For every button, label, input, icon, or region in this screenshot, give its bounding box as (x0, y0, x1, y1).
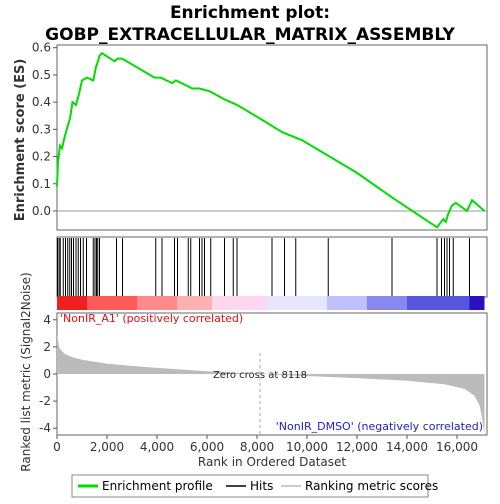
legend-label: Ranking metric scores (305, 479, 438, 493)
es-tick-label: 0.0 (32, 204, 51, 218)
chart-subtitle: GOBP_EXTRACELLULAR_MATRIX_ASSEMBLY (45, 25, 455, 45)
es-panel-ticks: 0.0 0.1 0.2 0.3 0.4 0.5 0.6 (32, 41, 57, 218)
negative-correlation-label: 'NonIR_DMSO' (negatively correlated) (276, 420, 483, 433)
x-tick-label: 0 (53, 440, 61, 454)
hits-marks (57, 238, 470, 296)
x-tick-label: 10,000 (286, 440, 328, 454)
legend-box (71, 474, 429, 498)
chart-title: Enrichment plot: (170, 3, 330, 23)
ranking-heatbar (57, 296, 485, 310)
metric-tick-label: -2 (39, 394, 51, 408)
x-tick-label: 8,000 (240, 440, 274, 454)
heatbar-segment (57, 296, 87, 310)
legend: Enrichment profile Hits Ranking metric sco… (78, 479, 438, 493)
metric-tick-label: 4 (43, 313, 51, 327)
heatbar-segment (267, 296, 327, 310)
heatbar-segment (87, 296, 137, 310)
es-tick-label: 0.2 (32, 150, 51, 164)
es-panel-frame (56, 44, 488, 231)
legend-label: Hits (250, 479, 273, 493)
x-tick-label: 12,000 (336, 440, 378, 454)
es-axis-label: Enrichment score (ES) (13, 59, 28, 222)
heatbar-segment (407, 296, 470, 310)
es-tick-label: 0.3 (32, 122, 51, 136)
es-tick-label: 0.6 (32, 41, 51, 55)
metric-tick-label: 2 (43, 340, 51, 354)
x-tick-label: 16,000 (436, 440, 478, 454)
x-axis-ticks: 0 2,000 4,000 6,000 8,000 10,000 12,000 14,000 1… (53, 435, 478, 454)
heatbar-segment (137, 296, 177, 310)
enrichment-profile-line (56, 51, 486, 229)
heatbar-segment (177, 296, 212, 310)
x-axis-label: Rank in Ordered Dataset (198, 455, 346, 469)
es-tick-label: 0.4 (32, 95, 51, 109)
x-tick-label: 14,000 (386, 440, 428, 454)
legend-label: Enrichment profile (102, 479, 213, 493)
positive-correlation-label: 'NonIR_A1' (positively correlated) (60, 312, 243, 325)
metric-panel-ticks: 4 2 0 -2 -4 (39, 313, 57, 435)
metric-axis-label: Ranked list metric (Signal2Noise) (19, 272, 33, 471)
x-tick-label: 2,000 (90, 440, 124, 454)
heatbar-segment (367, 296, 407, 310)
x-tick-label: 6,000 (190, 440, 224, 454)
metric-tick-label: 0 (43, 367, 51, 381)
metric-tick-label: -4 (39, 421, 51, 435)
heatbar-segment (469, 296, 485, 310)
es-tick-label: 0.1 (32, 177, 51, 191)
es-tick-label: 0.5 (32, 68, 51, 82)
heatbar-segment (327, 296, 367, 310)
zero-cross-label: Zero cross at 8118 (213, 370, 307, 381)
heatbar-segment (212, 296, 267, 310)
x-tick-label: 4,000 (140, 440, 174, 454)
